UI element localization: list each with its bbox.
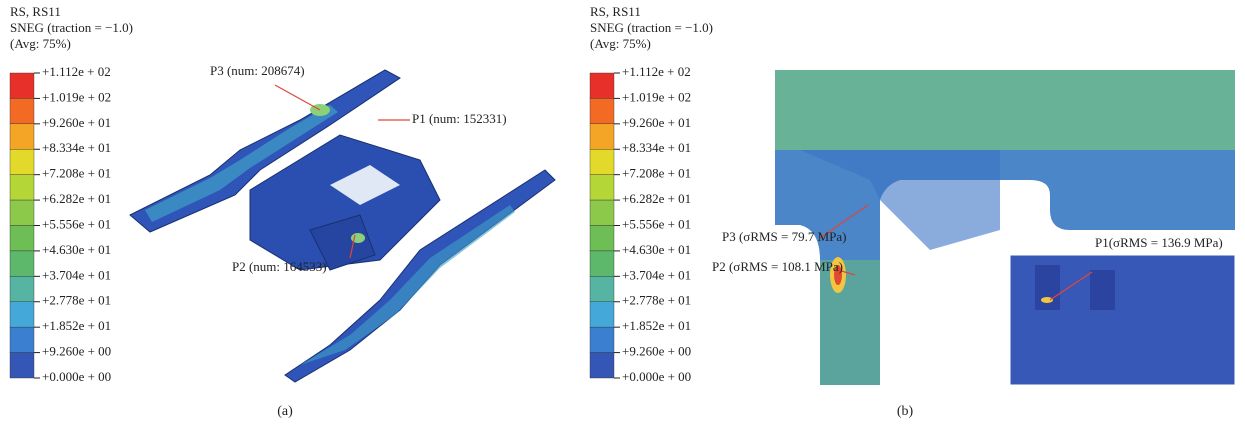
caption: (a) bbox=[277, 404, 293, 419]
legend-header: RS, RS11 bbox=[10, 4, 61, 19]
annotation-arrows bbox=[819, 204, 1093, 301]
annotation-arrows bbox=[274, 84, 410, 259]
legend-label: +0.000e + 00 bbox=[622, 369, 691, 384]
color-band bbox=[589, 301, 615, 328]
legend-label: +5.556e + 01 bbox=[622, 216, 691, 231]
color-band bbox=[9, 98, 35, 125]
color-band bbox=[9, 352, 35, 379]
legend-label: +9.260e + 01 bbox=[622, 115, 691, 130]
color-band bbox=[9, 72, 35, 99]
color-band bbox=[9, 250, 35, 277]
annotation: P1 (num: 152331) bbox=[412, 111, 507, 126]
legend-label: +8.334e + 01 bbox=[42, 140, 111, 155]
legend-label: +7.208e + 01 bbox=[42, 166, 111, 181]
annotation: P3 (num: 208674) bbox=[210, 63, 305, 78]
legend-label: +5.556e + 01 bbox=[42, 216, 111, 231]
annotation: P2 (σRMS = 108.1 MPa) bbox=[712, 259, 843, 274]
legend-label: +1.112e + 02 bbox=[622, 64, 691, 79]
legend-label: +1.852e + 01 bbox=[622, 318, 691, 333]
color-band bbox=[589, 72, 615, 99]
color-band bbox=[9, 225, 35, 252]
legend-label: +4.630e + 01 bbox=[42, 242, 111, 257]
legend-label: +7.208e + 01 bbox=[622, 166, 691, 181]
color-band bbox=[589, 276, 615, 302]
color-band bbox=[589, 174, 615, 201]
color-band bbox=[589, 225, 615, 252]
annotation: P3 (σRMS = 79.7 MPa) bbox=[722, 229, 847, 244]
color-band bbox=[589, 149, 615, 175]
legend-label: +6.282e + 01 bbox=[622, 191, 691, 206]
legend-label: +6.282e + 01 bbox=[42, 191, 111, 206]
caption: (b) bbox=[897, 404, 914, 419]
color-band bbox=[589, 199, 615, 226]
color-band bbox=[9, 276, 35, 302]
legend-label: +9.260e + 00 bbox=[622, 344, 691, 359]
legend-header: SNEG (traction = −1.0) bbox=[10, 20, 133, 35]
legend-label: +2.778e + 01 bbox=[622, 293, 691, 308]
annotation: P2 (num: 164533) bbox=[232, 259, 327, 274]
color-band bbox=[589, 326, 615, 353]
color-band bbox=[9, 123, 35, 150]
legend-header: RS, RS11 bbox=[590, 4, 641, 19]
color-band bbox=[589, 98, 615, 125]
legend-header: (Avg: 75%) bbox=[590, 36, 651, 51]
color-band bbox=[589, 352, 615, 379]
legend-label: +1.019e + 02 bbox=[622, 89, 691, 104]
detail-model bbox=[775, 70, 1236, 386]
legend-label: +9.260e + 01 bbox=[42, 115, 111, 130]
annotation: P1(σRMS = 136.9 MPa) bbox=[1095, 235, 1223, 250]
color-band bbox=[9, 149, 35, 175]
legend-label: +3.704e + 01 bbox=[42, 267, 111, 282]
legend-label: +2.778e + 01 bbox=[42, 293, 111, 308]
legend-header: (Avg: 75%) bbox=[10, 36, 71, 51]
color-band bbox=[9, 174, 35, 201]
legend-label: +8.334e + 01 bbox=[622, 140, 691, 155]
chassis-model bbox=[129, 69, 556, 383]
color-band bbox=[9, 199, 35, 226]
legend-label: +4.630e + 01 bbox=[622, 242, 691, 257]
color-band bbox=[9, 326, 35, 353]
legend-label: +1.019e + 02 bbox=[42, 89, 111, 104]
legend-label: +3.704e + 01 bbox=[622, 267, 691, 282]
color-band bbox=[9, 301, 35, 328]
legend-label: +0.000e + 00 bbox=[42, 369, 111, 384]
color-band bbox=[589, 250, 615, 277]
color-band bbox=[589, 123, 615, 150]
legend-label: +1.852e + 01 bbox=[42, 318, 111, 333]
legend-label: +9.260e + 00 bbox=[42, 344, 111, 359]
legend-header: SNEG (traction = −1.0) bbox=[590, 20, 713, 35]
legend-label: +1.112e + 02 bbox=[42, 64, 111, 79]
